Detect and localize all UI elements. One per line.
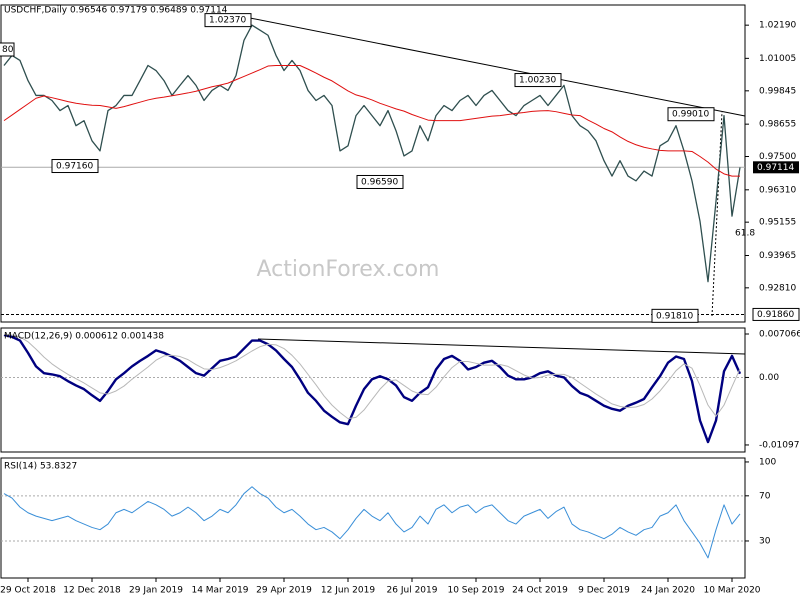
- price-annotation-box: [204, 13, 252, 28]
- current-price-label: 0.97114: [757, 163, 794, 173]
- panel-frame: [0, 4, 746, 323]
- panel-frame: [0, 457, 746, 579]
- x-tick-label: 9 Dec 2019: [578, 586, 630, 596]
- y-tick-label: 1.01005: [759, 54, 796, 64]
- y-tick-label: 0.99845: [759, 86, 796, 96]
- y-tick-label: 100: [759, 457, 776, 467]
- price-annotation: 0.99010: [672, 110, 709, 120]
- x-tick-label: 24 Oct 2019: [512, 586, 568, 596]
- y-tick-label: 0.97500: [759, 152, 796, 162]
- price-annotation-box: [51, 159, 99, 174]
- watermark: ActionForex.com: [257, 257, 440, 282]
- price-annotation-box: [356, 174, 404, 189]
- x-tick-label: 10 Mar 2020: [703, 586, 760, 596]
- current-price-box: [753, 161, 799, 174]
- y-tick-label: 0.95155: [759, 218, 796, 228]
- y-tick-label: 0.93965: [759, 251, 796, 261]
- series-line: [3, 333, 742, 444]
- y-tick-label: 70: [759, 491, 771, 501]
- x-tick-label: 12 Jun 2019: [321, 586, 375, 596]
- x-tick-label: 29 Oct 2018: [0, 586, 56, 596]
- trendline: [257, 338, 746, 355]
- y-tick-label: 0.96310: [759, 185, 796, 195]
- x-tick-label: 26 Jul 2019: [387, 586, 438, 596]
- panel-title: RSI(14) 53.8327: [4, 462, 77, 472]
- series-line: [3, 486, 741, 559]
- price-annotation: 0.97160: [56, 162, 93, 172]
- series-line: [3, 64, 740, 177]
- y-tick-label: 0.007066: [759, 329, 800, 339]
- price-annotation-box: [667, 107, 715, 122]
- price-annotation: 1.00230: [519, 76, 556, 86]
- panel-title: MACD(12,26,9) 0.000612 0.001438: [4, 332, 164, 342]
- cut-annotation: 80: [2, 45, 14, 55]
- price-annotation: 0.96590: [361, 177, 398, 187]
- x-tick-label: 29 Apr 2019: [256, 586, 312, 596]
- x-tick-label: 29 Jan 2019: [129, 586, 183, 596]
- series-line: [3, 333, 741, 420]
- fib-label: 61.8: [735, 229, 755, 239]
- y-tick-label: 1.02190: [759, 21, 796, 31]
- support-label: 0.91860: [757, 310, 794, 320]
- series-line: [3, 24, 741, 283]
- x-tick-label: 14 Mar 2019: [191, 586, 248, 596]
- trendline: [249, 17, 746, 117]
- cut-annotation-box: [0, 42, 15, 57]
- panel-title: USDCHF,Daily 0.96546 0.97179 0.96489 0.9…: [4, 6, 228, 16]
- price-annotation: 1.02370: [209, 16, 246, 26]
- panel-frame: [0, 327, 746, 453]
- y-tick-label: 0.00: [759, 373, 779, 383]
- y-tick-label: 0.92810: [759, 283, 796, 293]
- price-annotation-box: [651, 308, 699, 323]
- x-tick-label: 12 Dec 2018: [63, 586, 121, 596]
- y-tick-label: 0.98655: [759, 120, 796, 130]
- y-tick-label: -0.010975: [759, 440, 800, 450]
- y-tick-label: 30: [759, 536, 771, 546]
- price-annotation: 0.91810: [656, 311, 693, 321]
- support-box: [752, 307, 800, 321]
- price-annotation-box: [514, 73, 562, 88]
- x-tick-label: 24 Jan 2020: [641, 586, 695, 596]
- x-tick-label: 10 Sep 2019: [447, 586, 504, 596]
